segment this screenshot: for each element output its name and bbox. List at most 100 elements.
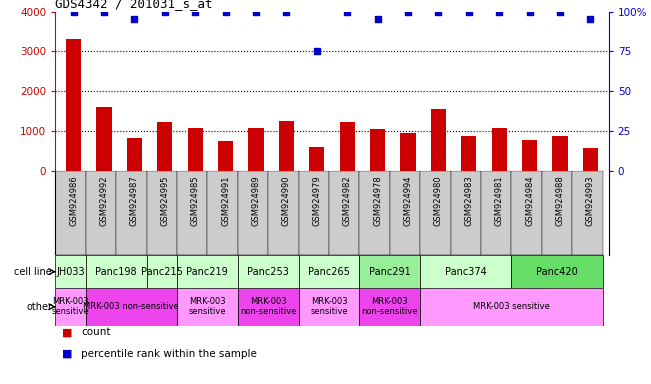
Bar bbox=[359, 255, 420, 288]
Point bbox=[525, 8, 535, 15]
Bar bbox=[299, 288, 359, 326]
Bar bbox=[116, 171, 146, 255]
Point bbox=[342, 8, 352, 15]
Bar bbox=[86, 255, 146, 288]
Text: Panc374: Panc374 bbox=[445, 266, 487, 277]
Text: Panc219: Panc219 bbox=[186, 266, 229, 277]
Text: cell line: cell line bbox=[14, 266, 52, 277]
Text: GSM924989: GSM924989 bbox=[251, 175, 260, 226]
Bar bbox=[208, 171, 238, 255]
Point bbox=[68, 8, 79, 15]
Text: other: other bbox=[26, 302, 52, 312]
Text: percentile rank within the sample: percentile rank within the sample bbox=[81, 349, 257, 359]
Bar bbox=[461, 136, 477, 171]
Bar bbox=[249, 128, 264, 171]
Point bbox=[221, 8, 231, 15]
Text: JH033: JH033 bbox=[56, 266, 85, 277]
Bar bbox=[512, 171, 542, 255]
Text: GSM924982: GSM924982 bbox=[342, 175, 352, 226]
Bar bbox=[177, 255, 238, 288]
Text: MRK-003 sensitive: MRK-003 sensitive bbox=[473, 302, 550, 311]
Bar bbox=[177, 171, 208, 255]
Bar bbox=[268, 171, 299, 255]
Bar bbox=[187, 128, 203, 171]
Bar bbox=[55, 288, 86, 326]
Bar bbox=[177, 288, 238, 326]
Bar bbox=[542, 171, 572, 255]
Bar bbox=[238, 288, 299, 326]
Bar bbox=[420, 255, 512, 288]
Text: GSM924995: GSM924995 bbox=[160, 175, 169, 226]
Bar bbox=[512, 255, 603, 288]
Bar bbox=[431, 109, 446, 171]
Bar bbox=[340, 122, 355, 171]
Text: ■: ■ bbox=[62, 328, 72, 338]
Text: Panc291: Panc291 bbox=[369, 266, 411, 277]
Text: GSM924980: GSM924980 bbox=[434, 175, 443, 226]
Text: GSM924981: GSM924981 bbox=[495, 175, 504, 226]
Bar bbox=[583, 148, 598, 171]
Point bbox=[555, 8, 565, 15]
Bar bbox=[146, 255, 177, 288]
Text: MRK-003
sensitive: MRK-003 sensitive bbox=[310, 297, 348, 316]
Text: MRK-003
sensitive: MRK-003 sensitive bbox=[51, 297, 89, 316]
Text: GSM924984: GSM924984 bbox=[525, 175, 534, 226]
Bar bbox=[299, 255, 359, 288]
Point bbox=[494, 8, 505, 15]
Bar bbox=[86, 288, 177, 326]
Bar bbox=[55, 171, 86, 255]
Bar bbox=[329, 171, 359, 255]
Bar bbox=[96, 107, 111, 171]
Bar bbox=[157, 122, 173, 171]
Bar bbox=[238, 255, 299, 288]
Bar bbox=[359, 288, 420, 326]
Bar bbox=[309, 147, 324, 171]
Text: Panc265: Panc265 bbox=[308, 266, 350, 277]
Point bbox=[129, 17, 139, 23]
Text: GSM924992: GSM924992 bbox=[100, 175, 109, 226]
Point bbox=[99, 8, 109, 15]
Text: GSM924994: GSM924994 bbox=[404, 175, 413, 226]
Text: MRK-003
non-sensitive: MRK-003 non-sensitive bbox=[361, 297, 418, 316]
Bar bbox=[390, 171, 420, 255]
Bar bbox=[572, 171, 603, 255]
Bar bbox=[400, 133, 415, 171]
Bar bbox=[146, 171, 177, 255]
Bar bbox=[359, 171, 390, 255]
Text: GSM924979: GSM924979 bbox=[312, 175, 322, 226]
Text: Panc253: Panc253 bbox=[247, 266, 289, 277]
Point bbox=[372, 17, 383, 23]
Point bbox=[433, 8, 443, 15]
Bar bbox=[279, 121, 294, 171]
Point bbox=[585, 17, 596, 23]
Bar bbox=[86, 171, 116, 255]
Text: Panc198: Panc198 bbox=[95, 266, 137, 277]
Bar bbox=[127, 138, 142, 171]
Bar bbox=[238, 171, 268, 255]
Bar bbox=[55, 255, 86, 288]
Text: GSM924990: GSM924990 bbox=[282, 175, 291, 226]
Bar bbox=[420, 288, 603, 326]
Text: MRK-003
non-sensitive: MRK-003 non-sensitive bbox=[240, 297, 296, 316]
Text: GSM924987: GSM924987 bbox=[130, 175, 139, 226]
Bar bbox=[522, 140, 537, 171]
Point bbox=[403, 8, 413, 15]
Point bbox=[190, 8, 201, 15]
Text: ■: ■ bbox=[62, 349, 72, 359]
Text: GSM924988: GSM924988 bbox=[555, 175, 564, 226]
Text: GSM924991: GSM924991 bbox=[221, 175, 230, 226]
Point bbox=[464, 8, 474, 15]
Text: GSM924983: GSM924983 bbox=[464, 175, 473, 226]
Bar bbox=[553, 136, 568, 171]
Bar bbox=[420, 171, 450, 255]
Text: count: count bbox=[81, 328, 111, 338]
Point bbox=[251, 8, 261, 15]
Bar bbox=[299, 171, 329, 255]
Text: GSM924986: GSM924986 bbox=[69, 175, 78, 226]
Point bbox=[312, 48, 322, 55]
Text: GSM924985: GSM924985 bbox=[191, 175, 200, 226]
Point bbox=[159, 8, 170, 15]
Bar bbox=[492, 128, 507, 171]
Bar bbox=[218, 141, 233, 171]
Bar bbox=[481, 171, 512, 255]
